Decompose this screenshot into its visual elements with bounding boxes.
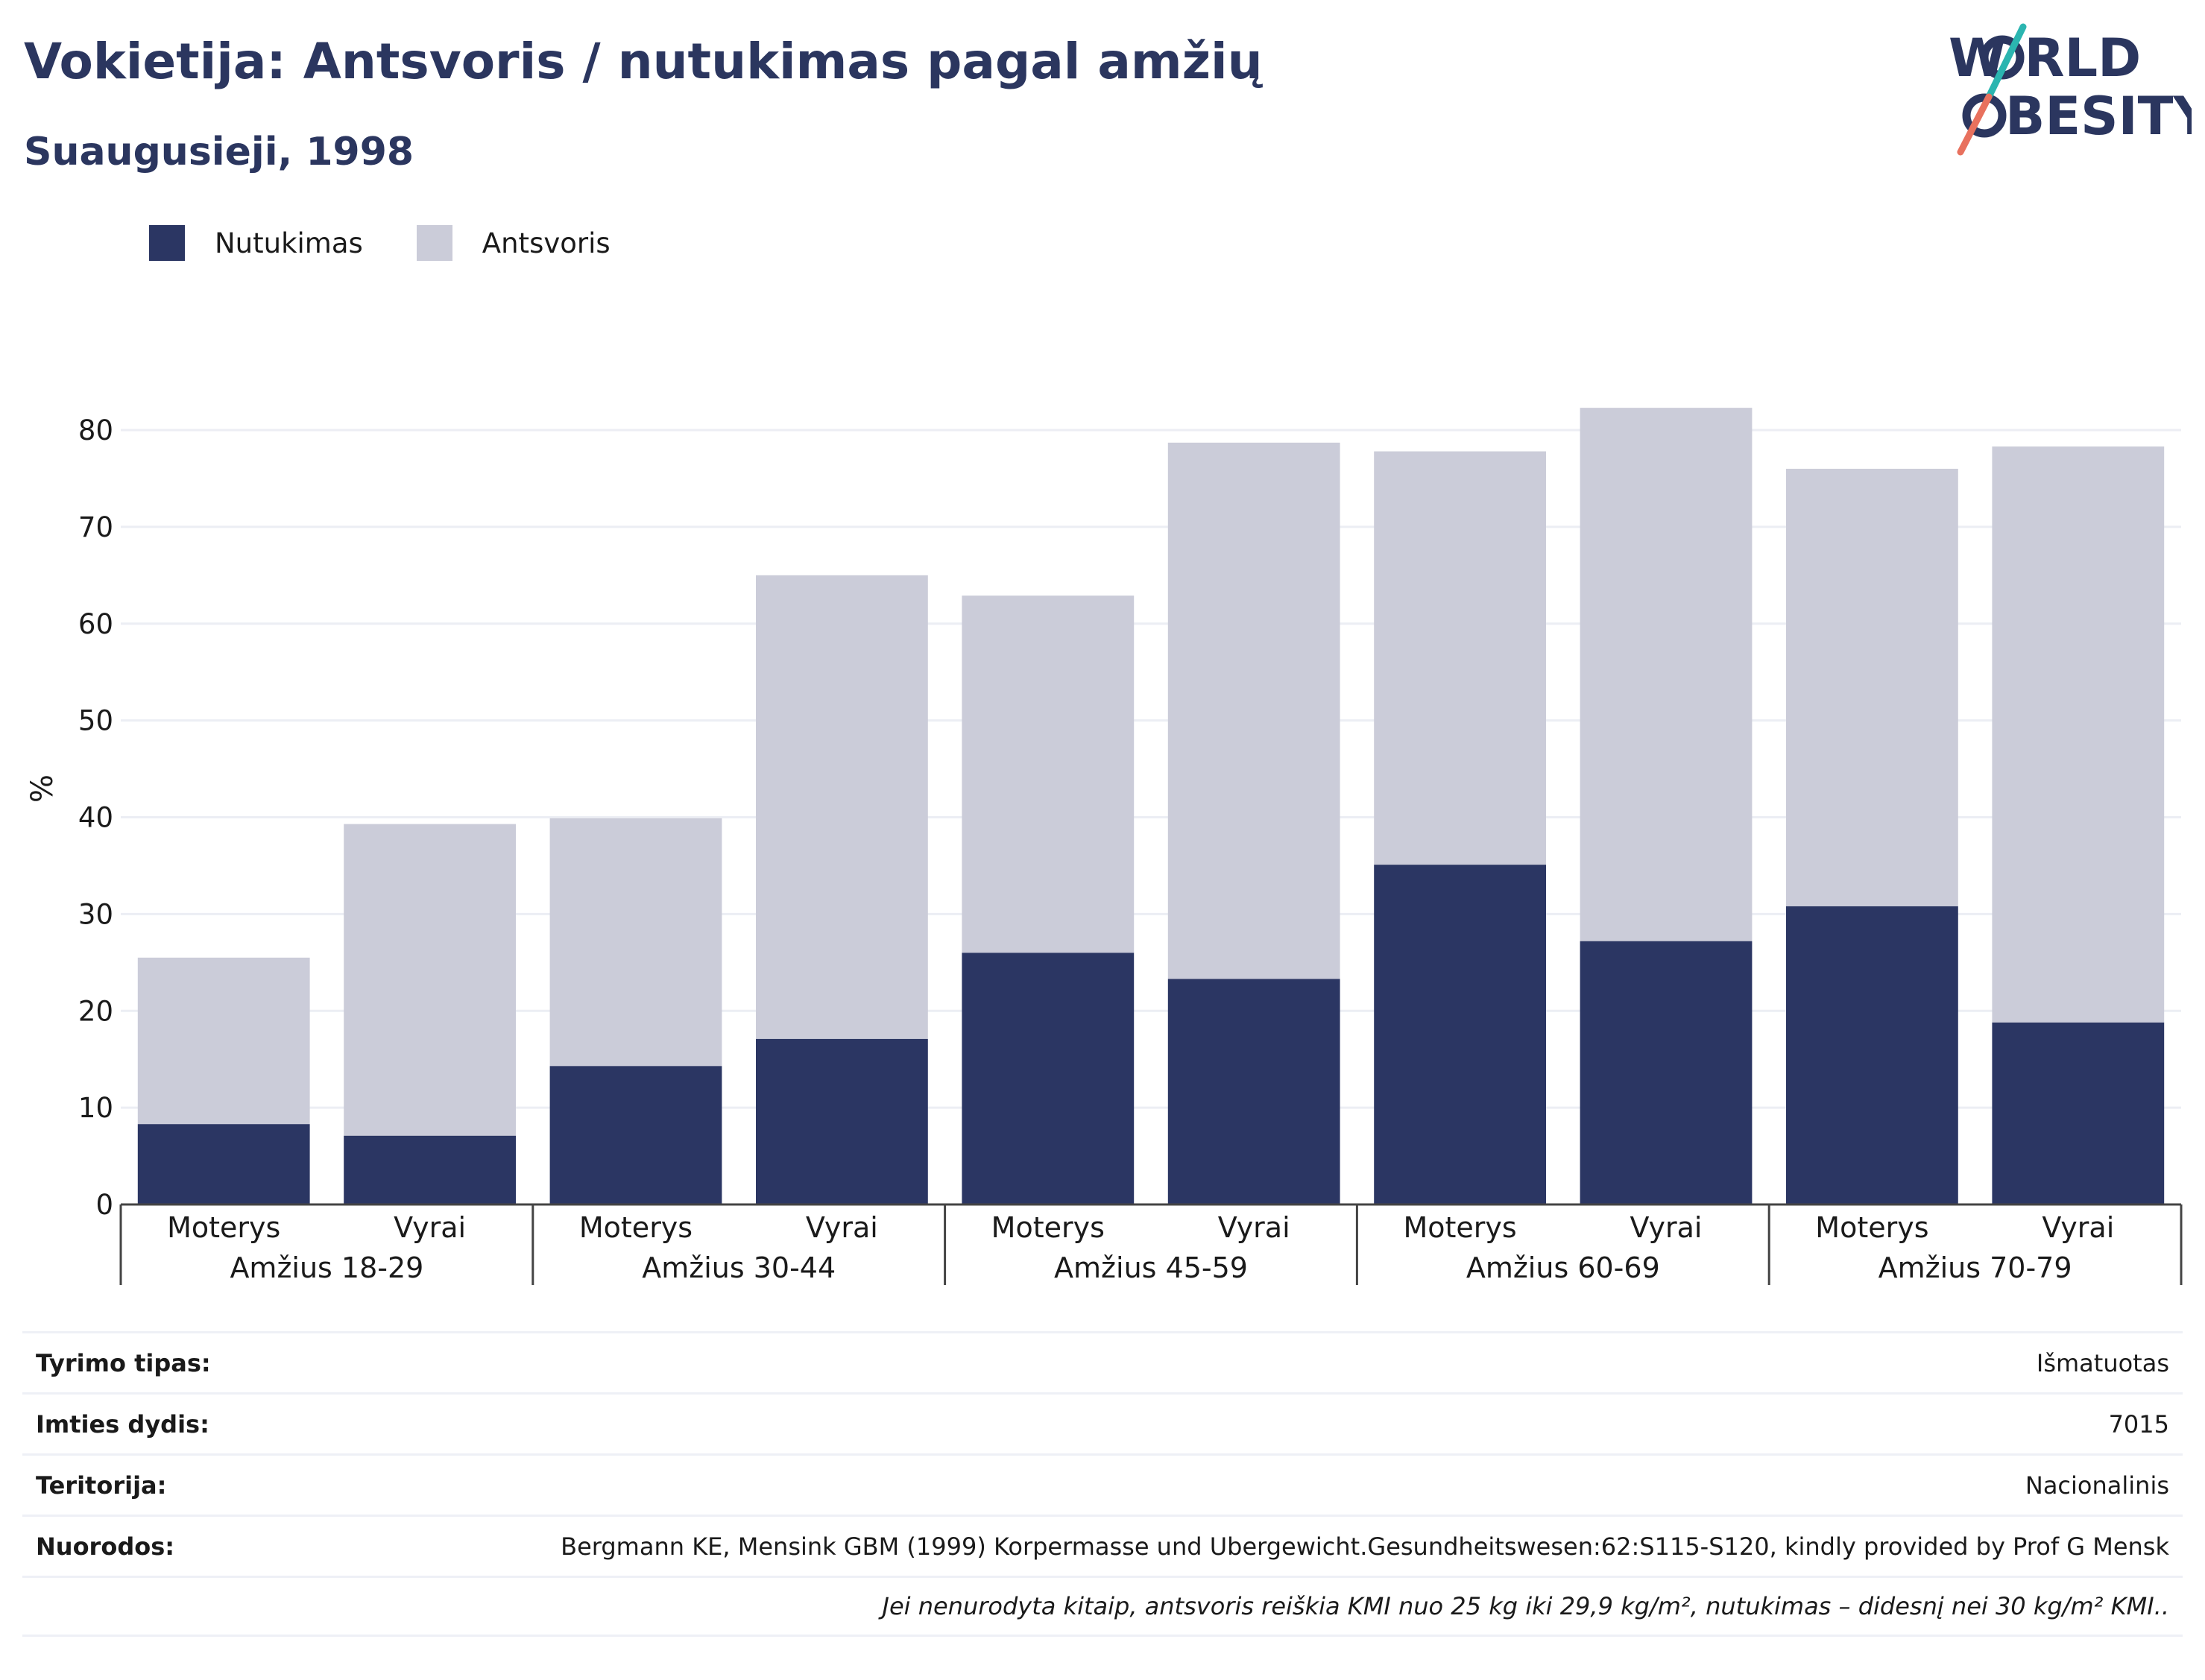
- logo-slash-coral: [1957, 93, 1993, 156]
- y-tick-label: 50: [78, 705, 113, 737]
- info-value: Išmatuotas: [2036, 1348, 2169, 1377]
- info-value: Nacionalinis: [2025, 1471, 2169, 1500]
- chart-legend: Nutukimas Antsvoris: [149, 221, 664, 265]
- legend-swatch-overweight: [416, 225, 452, 261]
- bar-overweight: [756, 575, 928, 1039]
- bar-overweight: [962, 596, 1135, 953]
- world-obesity-logo: W RLD BESITY: [1949, 23, 2192, 156]
- info-label: Imties dydis:: [36, 1409, 209, 1439]
- group-label: Amžius 60-69: [1466, 1251, 1660, 1284]
- y-tick-label: 80: [78, 414, 113, 446]
- y-tick-label: 0: [95, 1189, 113, 1221]
- bar-overweight: [1786, 468, 1958, 906]
- page-title: Vokietija: Antsvoris / nutukimas pagal a…: [24, 33, 1263, 90]
- legend-label-overweight: Antsvoris: [482, 227, 611, 259]
- x-tick-label: Moterys: [579, 1211, 693, 1244]
- bar-obesity: [137, 1124, 310, 1204]
- x-tick-label: Vyrai: [1630, 1211, 1703, 1244]
- info-row-territory: Teritorija: Nacionalinis: [22, 1453, 2183, 1515]
- bar-obesity: [1580, 941, 1753, 1204]
- bar-overweight: [1992, 446, 2165, 1023]
- x-tick-label: Vyrai: [806, 1211, 878, 1244]
- legend-item-obesity[interactable]: Nutukimas: [149, 225, 363, 261]
- y-tick-label: 70: [78, 511, 113, 543]
- x-tick-label: Vyrai: [2042, 1211, 2114, 1244]
- bar-obesity: [756, 1038, 928, 1204]
- x-tick-label: Moterys: [991, 1211, 1105, 1244]
- logo-o-bottom: [1962, 93, 2007, 138]
- logo-line2: BESITY: [2005, 86, 2192, 147]
- info-table: Tyrimo tipas: Išmatuotas Imties dydis: 7…: [22, 1331, 2183, 1637]
- info-value: 7015: [2108, 1409, 2169, 1439]
- info-label: Teritorija:: [36, 1471, 167, 1500]
- legend-label-obesity: Nutukimas: [215, 227, 363, 259]
- legend-swatch-obesity: [149, 225, 185, 261]
- bar-obesity: [549, 1066, 722, 1204]
- bar-overweight: [1167, 442, 1340, 979]
- stacked-bar-chart: 0 10 20 30 40 50 60 70 80% Moterys Vyrai Moterys Vyr…: [25, 408, 2183, 1285]
- x-tick-label: Moterys: [1403, 1211, 1516, 1244]
- bar-obesity: [1992, 1022, 2165, 1204]
- y-tick-label: 60: [78, 608, 113, 640]
- x-tick-label: Vyrai: [1218, 1211, 1290, 1244]
- bar-obesity: [962, 953, 1135, 1204]
- group-label: Amžius 45-59: [1054, 1251, 1248, 1284]
- y-tick-label: 10: [78, 1092, 113, 1124]
- info-label: Tyrimo tipas:: [36, 1348, 211, 1377]
- bar-obesity: [1374, 865, 1546, 1204]
- info-value: Bergmann KE, Mensink GBM (1999) Korperma…: [561, 1532, 2169, 1561]
- bar-overweight: [1374, 451, 1546, 865]
- bar-overweight: [1580, 408, 1753, 941]
- logo-slash-teal: [1985, 23, 2027, 101]
- info-row-sample-size: Imties dydis: 7015: [22, 1392, 2183, 1453]
- x-tick-label: Vyrai: [394, 1211, 466, 1244]
- y-tick-label: 40: [78, 802, 113, 834]
- info-row-survey-type: Tyrimo tipas: Išmatuotas: [22, 1331, 2183, 1392]
- definition-note: Jei nenurodyta kitaip, antsvoris reiškia…: [882, 1592, 2170, 1620]
- legend-item-overweight[interactable]: Antsvoris: [416, 225, 611, 261]
- info-row-references: Nuorodos: Bergmann KE, Mensink GBM (1999…: [22, 1515, 2183, 1576]
- page-subtitle: Suaugusieji, 1998: [24, 130, 414, 174]
- x-tick-label: Moterys: [167, 1211, 280, 1244]
- group-label: Amžius 30-44: [642, 1251, 836, 1284]
- x-tick-label: Moterys: [1815, 1211, 1928, 1244]
- group-label: Amžius 70-79: [1878, 1251, 2072, 1284]
- info-row-note: Jei nenurodyta kitaip, antsvoris reiškia…: [22, 1576, 2183, 1637]
- bar-overweight: [137, 957, 310, 1125]
- info-label: Nuorodos:: [36, 1532, 175, 1561]
- group-label: Amžius 18-29: [230, 1251, 423, 1284]
- bar-obesity: [1167, 979, 1340, 1204]
- y-tick-label: 20: [78, 995, 113, 1027]
- bar-obesity: [1786, 906, 1958, 1204]
- y-tick-label: 30: [78, 898, 113, 930]
- bar-overweight: [344, 824, 516, 1136]
- y-axis-label: %: [25, 774, 60, 803]
- bar-obesity: [344, 1135, 516, 1204]
- bar-overweight: [549, 818, 722, 1067]
